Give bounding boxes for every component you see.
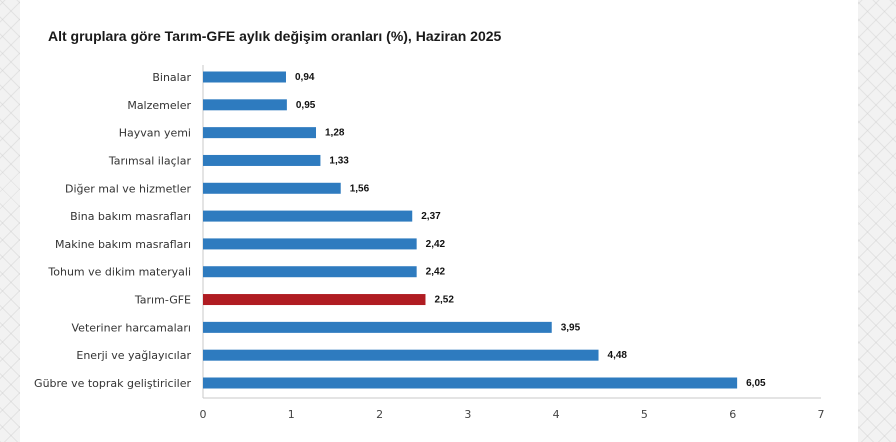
x-tick-label: 6 [729,408,736,421]
category-label: Bina bakım masrafları [70,210,191,223]
chart-card: Alt gruplara göre Tarım-GFE aylık değişi… [20,0,858,442]
value-label: 2,37 [421,211,441,222]
value-label: 6,05 [746,378,766,389]
bar [203,266,417,278]
x-tick-label: 1 [288,408,295,421]
bar [203,71,286,83]
bar [203,99,287,111]
value-label: 3,95 [561,322,581,333]
value-label: 1,56 [350,183,370,194]
x-tick-label: 5 [641,408,648,421]
category-label: Diğer mal ve hizmetler [65,182,191,195]
category-label: Enerji ve yağlayıcılar [76,349,191,362]
bar [203,349,599,361]
bar [203,321,552,333]
x-tick-label: 7 [818,408,825,421]
chart-title: Alt gruplara göre Tarım-GFE aylık değişi… [48,28,502,44]
value-label: 1,33 [329,155,349,166]
bar [203,182,341,194]
bar [203,210,413,222]
value-label: 2,52 [434,295,454,306]
category-label: Tarımsal ilaçlar [108,154,192,167]
bar [203,294,426,306]
value-label: 1,28 [325,128,345,139]
category-label: Tohum ve dikim materyali [47,266,191,279]
category-label: Veteriner harcamaları [72,321,191,334]
bar [203,238,417,250]
category-label: Malzemeler [127,99,191,112]
x-tick-label: 2 [376,408,383,421]
right-decorative-pattern [856,0,896,442]
value-label: 0,95 [296,100,316,111]
value-label: 0,94 [295,72,315,83]
category-label: Hayvan yemi [119,127,191,140]
bar [203,154,321,166]
left-decorative-pattern [0,0,22,442]
category-label: Tarım-GFE [134,294,191,307]
category-label: Makine bakım masrafları [55,238,191,251]
value-label: 2,42 [426,239,446,250]
value-label: 2,42 [426,267,446,278]
bar [203,377,738,389]
x-tick-label: 0 [200,408,207,421]
category-label: Gübre ve toprak geliştiriciler [34,377,191,390]
bar [203,127,317,139]
x-tick-label: 3 [464,408,471,421]
category-label: Binalar [152,71,191,84]
value-label: 4,48 [608,350,628,361]
x-tick-label: 4 [553,408,560,421]
